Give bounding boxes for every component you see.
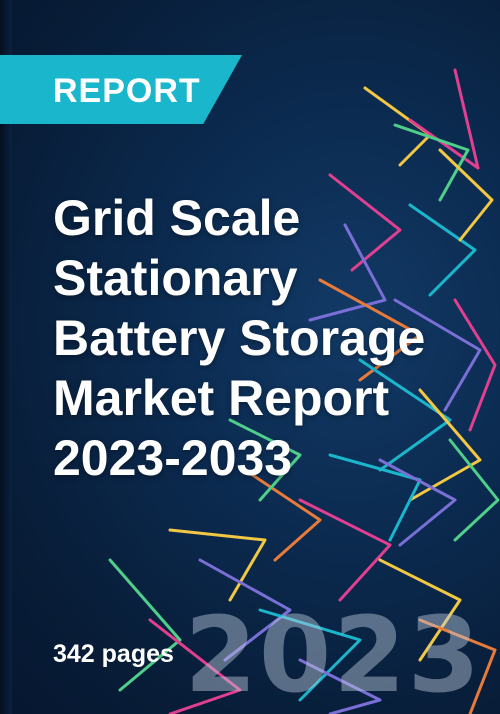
year-watermark: 2023 <box>184 594 482 714</box>
page-count: 342 pages <box>53 640 174 668</box>
report-tag: REPORT <box>0 55 242 124</box>
title-line: 2023-2033 <box>53 430 293 486</box>
title-line: Stationary <box>53 250 298 306</box>
book-spine-shadow <box>0 0 12 714</box>
title-line: Battery Storage <box>53 310 426 366</box>
report-tag-label: REPORT <box>53 72 201 110</box>
title-line: Market Report <box>53 370 390 426</box>
report-title: Grid Scale Stationary Battery Storage Ma… <box>53 188 483 488</box>
title-line: Grid Scale <box>53 190 301 246</box>
